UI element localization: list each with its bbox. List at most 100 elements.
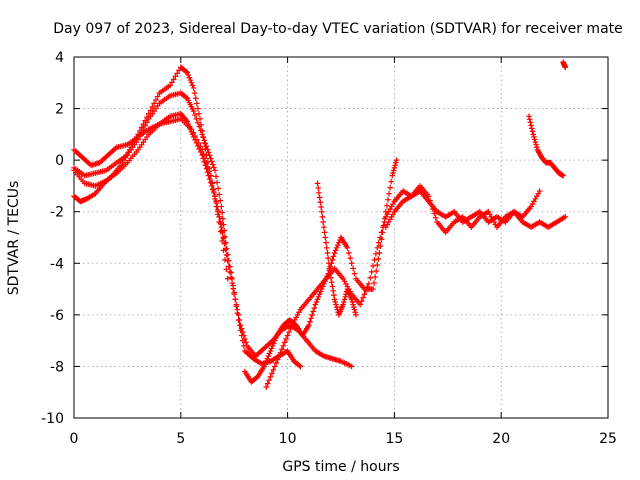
data-point (195, 140, 202, 146)
data-point (324, 250, 331, 256)
data-point (214, 179, 220, 186)
data-point (207, 172, 214, 179)
data-point (316, 194, 323, 201)
data-point (360, 294, 366, 301)
data-point (348, 296, 355, 303)
data-point (229, 280, 235, 286)
data-point (386, 190, 392, 197)
data-point (308, 315, 314, 322)
data-point (210, 188, 217, 194)
data-point (227, 269, 233, 275)
data-point (560, 172, 566, 179)
data-point (203, 152, 210, 158)
data-point (200, 151, 207, 157)
data-point (531, 136, 538, 143)
data-point (190, 108, 197, 114)
data-point (187, 77, 194, 84)
data-point (265, 353, 272, 359)
data-point (332, 299, 339, 305)
data-point (432, 214, 439, 221)
data-point (188, 79, 195, 86)
x-axis-label: GPS time / hours (282, 459, 399, 475)
data-point (528, 122, 534, 129)
data-point (151, 100, 157, 107)
data-point (307, 318, 313, 325)
data-points (71, 59, 569, 390)
data-point (346, 250, 352, 256)
data-point (310, 308, 317, 315)
series-track-g (314, 180, 359, 318)
data-point (153, 97, 159, 103)
data-point (200, 134, 207, 140)
data-point (212, 196, 218, 202)
data-point (389, 172, 396, 179)
data-point (321, 229, 328, 236)
data-point (192, 112, 198, 118)
data-point (281, 339, 288, 346)
data-point (231, 291, 237, 298)
x-tick-label: 25 (599, 431, 617, 447)
y-tick-labels: -10 -8 -6 -4 -2 0 2 4 (41, 50, 64, 427)
data-point (197, 116, 203, 122)
series-track-a (71, 90, 304, 370)
data-point (144, 114, 150, 120)
data-point (530, 131, 537, 138)
data-point (375, 256, 382, 262)
data-point (216, 191, 223, 198)
data-point (207, 155, 214, 162)
data-point (269, 370, 275, 377)
data-point (331, 250, 338, 256)
data-point (533, 141, 539, 148)
data-point (350, 301, 356, 308)
data-point (333, 245, 340, 251)
data-point (390, 170, 396, 176)
plot-frame (73, 56, 609, 419)
data-point (215, 185, 221, 192)
data-point (199, 147, 205, 153)
data-point (183, 94, 189, 101)
data-point (261, 363, 267, 370)
data-point (431, 210, 438, 217)
data-point (374, 245, 381, 251)
y-tick-label: 2 (55, 102, 64, 118)
data-point (534, 144, 540, 151)
data-point (322, 234, 329, 241)
data-point (529, 128, 536, 135)
data-point (527, 119, 534, 126)
data-point (368, 269, 375, 275)
data-point (196, 110, 202, 117)
data-point (325, 255, 331, 261)
data-point (531, 134, 537, 140)
data-point (202, 155, 208, 162)
data-point (328, 279, 335, 285)
data-point (219, 209, 225, 216)
data-point (137, 128, 143, 134)
data-point (536, 188, 543, 194)
data-point (393, 157, 400, 163)
data-point (223, 245, 230, 252)
x-tick-label: 20 (492, 431, 510, 447)
data-point (195, 119, 201, 126)
series-track-c (71, 64, 227, 241)
data-point (198, 122, 204, 128)
data-point (210, 161, 216, 168)
series-track-i (391, 188, 543, 225)
data-point (317, 199, 324, 206)
data-point (390, 167, 397, 174)
data-point (562, 214, 569, 220)
data-point (351, 304, 357, 310)
data-point (351, 270, 358, 277)
data-point (328, 275, 334, 281)
data-point (317, 288, 324, 295)
data-point (188, 126, 195, 132)
data-point (280, 343, 287, 349)
data-point (190, 129, 197, 136)
axis-ticks (73, 56, 609, 419)
data-point (376, 250, 383, 256)
x-tick-label: 5 (176, 431, 185, 447)
data-point (224, 275, 231, 282)
data-point (342, 294, 349, 300)
data-point (203, 143, 210, 150)
data-point (264, 380, 271, 387)
data-point (562, 64, 569, 71)
